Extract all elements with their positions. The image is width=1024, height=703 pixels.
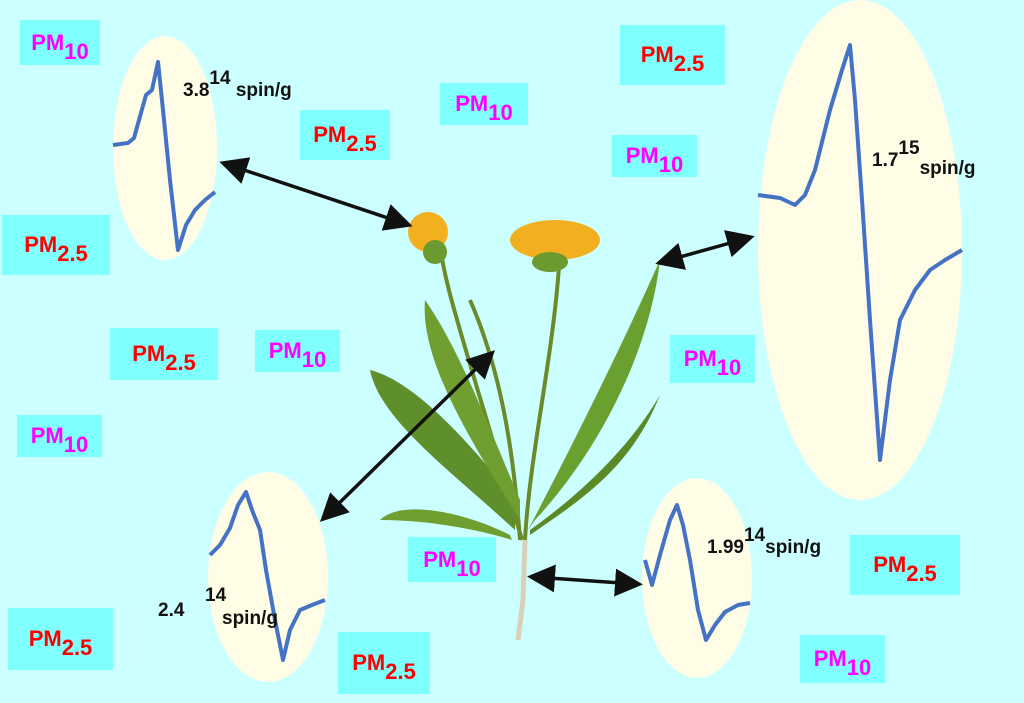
pm25-label: PM 2.5 — [8, 608, 113, 670]
spin-reading-stem: 2.4 — [158, 600, 185, 621]
pm10-label: PM 10 — [440, 83, 528, 125]
pm10-label: PM 10 — [612, 135, 697, 177]
arrow-stem — [320, 350, 495, 522]
epr-signal-root — [643, 503, 751, 642]
pm25-label: PM 2.5 — [338, 632, 430, 694]
spin-reading-stem-exponent: 14 — [205, 585, 227, 606]
arrow-flower — [219, 157, 413, 231]
pm10-label: PM 10 — [670, 335, 755, 383]
pm25-label: PM 2.5 — [850, 535, 960, 595]
pm10-label: PM 10 — [17, 415, 102, 457]
epr-signal-stem — [208, 490, 326, 662]
pm25-label: PM 2.5 — [2, 215, 110, 275]
pm10-label: PM 10 — [255, 330, 340, 372]
spin-reading-leaf: 1.715spin/g — [872, 138, 976, 179]
epr-signal-leaf — [757, 43, 964, 462]
pm25-label: PM 2.5 — [110, 328, 218, 380]
epr-signal-flower — [112, 60, 217, 252]
pm10-label: PM 10 — [20, 20, 100, 65]
spin-reading-stem-unit: spin/g — [222, 608, 278, 629]
arrow-root — [527, 564, 643, 597]
spin-reading-flower: 3.814 spin/g — [183, 68, 292, 101]
epr-ellipse-root — [642, 478, 752, 678]
epr-ellipse-leaf — [758, 0, 962, 500]
pm10-label: PM 10 — [800, 635, 885, 683]
pm10-label: PM 10 — [408, 537, 496, 582]
pm25-label: PM 2.5 — [300, 110, 390, 160]
pm25-label: PM 2.5 — [620, 25, 725, 85]
spin-reading-root: 1.9914spin/g — [707, 525, 822, 558]
arrow-leaf — [655, 230, 755, 270]
